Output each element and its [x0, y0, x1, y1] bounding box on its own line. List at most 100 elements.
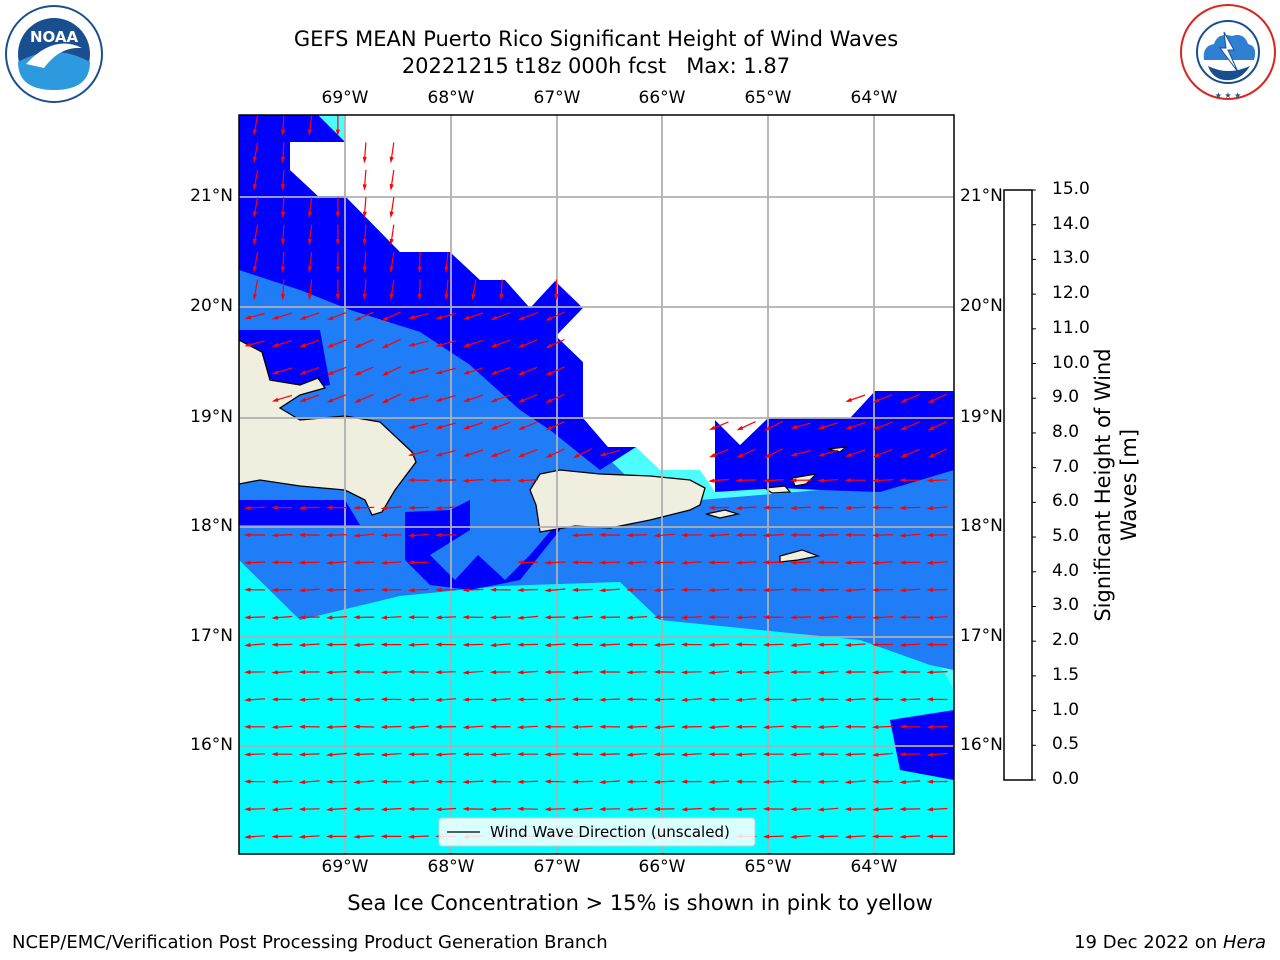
wind-wave-arrowhead [353, 669, 360, 674]
wind-wave-arrowhead [762, 697, 770, 702]
wind-wave-arrowhead [626, 779, 633, 784]
lon-label-bottom: 66°W [638, 857, 686, 877]
wind-wave-arrowhead [299, 370, 306, 375]
chart-subtitle: 20221215 t18z 000h fcst Max: 1.87 [401, 54, 791, 78]
wind-wave-arrowhead [871, 807, 879, 812]
wind-wave-arrowhead [389, 156, 394, 164]
wind-wave-arrowhead [353, 533, 360, 538]
wind-wave-arrowhead [499, 293, 504, 301]
wind-wave-arrowhead [271, 342, 279, 347]
wind-wave-arrowhead [762, 588, 770, 593]
wind-wave-arrowhead [489, 643, 497, 648]
wind-wave-arrowhead [490, 452, 498, 457]
wind-wave-arrowhead [253, 156, 258, 164]
wind-wave-arrowhead [271, 779, 278, 784]
colorbar-tick-label: 2.0 [1052, 630, 1080, 651]
wind-wave-arrowhead [381, 343, 389, 349]
noaa-logo-text: NOAA [30, 28, 79, 46]
wind-wave-arrowhead [489, 670, 497, 675]
wind-wave-arrowhead [517, 398, 525, 403]
wind-wave-arrowhead [708, 806, 715, 812]
wind-wave-arrowhead [735, 560, 742, 565]
wind-wave-arrowhead [380, 533, 387, 538]
wind-wave-arrowhead [653, 779, 661, 784]
wind-wave-arrowhead [380, 642, 387, 647]
wind-wave-arrowhead [407, 725, 415, 730]
wind-wave-arrowhead [872, 452, 880, 458]
wind-wave-arrowhead [462, 670, 469, 675]
wind-wave-arrowhead [325, 615, 333, 620]
wind-wave-arrowhead [762, 478, 770, 483]
wind-wave-arrowhead [244, 643, 251, 648]
wind-wave-arrowhead [362, 211, 367, 219]
map-legend: Wind Wave Direction (unscaled) [438, 817, 756, 847]
wind-wave-arrowhead [280, 211, 286, 219]
wind-wave-arrowhead [872, 398, 880, 403]
wind-wave-arrowhead [353, 724, 360, 729]
wind-wave-arrowhead [545, 343, 553, 349]
wind-wave-arrowhead [735, 752, 742, 757]
wind-wave-arrowhead [790, 478, 797, 483]
wind-wave-arrowhead [599, 452, 606, 457]
wind-wave-arrowhead [307, 238, 312, 246]
wind-wave-arrowhead [407, 588, 415, 593]
wind-wave-arrowhead [380, 670, 387, 675]
wind-wave-arrowhead [708, 533, 715, 538]
wind-wave-arrowhead [845, 452, 852, 457]
wind-wave-arrowhead [680, 642, 688, 647]
wind-wave-arrowhead [407, 807, 415, 812]
wind-wave-arrowhead [653, 725, 661, 730]
wind-wave-arrowhead [900, 453, 907, 458]
wind-wave-arrowhead [335, 211, 340, 219]
wind-wave-arrowhead [517, 615, 524, 620]
wind-wave-arrowhead [571, 587, 579, 592]
wind-wave-arrowhead [544, 752, 551, 757]
wind-wave-arrowhead [298, 560, 306, 565]
wind-wave-arrowhead [325, 505, 333, 510]
chart-title: GEFS MEAN Puerto Rico Significant Height… [293, 27, 899, 51]
wind-wave-arrowhead [926, 834, 933, 839]
wind-wave-arrowhead [298, 532, 305, 537]
land-virgin-islands [763, 473, 818, 494]
wind-wave-arrowhead [326, 343, 334, 348]
wind-wave-arrowhead [353, 588, 360, 593]
wind-wave-arrowhead [335, 266, 340, 273]
wind-wave-arrowhead [926, 587, 933, 592]
wind-wave-arrowhead [325, 752, 333, 757]
lat-label-left: 16°N [190, 735, 233, 755]
wind-wave-arrowhead [408, 342, 415, 347]
wind-wave-arrowhead [871, 615, 879, 620]
wind-wave-arrowhead [762, 779, 770, 784]
wind-wave-arrowhead [362, 156, 367, 164]
wind-wave-arrowhead [899, 724, 906, 729]
wind-wave-arrowhead [790, 424, 798, 429]
wind-wave-arrowhead [571, 560, 579, 565]
lat-label-right: 21°N [960, 186, 1003, 206]
wind-wave-arrowhead [927, 453, 935, 458]
wind-wave-arrowhead [353, 560, 360, 565]
wind-wave-arrowhead [626, 724, 633, 730]
wind-wave-arrowhead [817, 670, 824, 675]
wind-wave-arrowhead [244, 834, 251, 839]
wind-wave-arrowhead [926, 533, 933, 538]
wind-wave-arrowhead [545, 453, 553, 458]
wind-wave-arrowhead [463, 315, 470, 320]
wind-wave-arrowhead [899, 697, 906, 702]
wind-wave-arrowhead [380, 697, 387, 702]
wind-wave-arrowhead [325, 697, 333, 702]
wind-wave-arrowhead [844, 642, 852, 647]
wind-wave-arrowhead [764, 426, 771, 431]
wind-wave-arrowhead [626, 807, 633, 812]
wind-wave-arrowhead [708, 725, 715, 730]
nws-logo: ★ ★ ★ [1178, 2, 1278, 102]
wind-wave-arrowhead [407, 752, 415, 757]
wind-wave-arrowhead [571, 752, 579, 757]
wind-wave-arrowhead [598, 724, 606, 729]
wind-wave-arrowhead [926, 506, 934, 511]
wind-wave-arrowhead [271, 697, 278, 702]
wind-wave-arrowhead [762, 560, 770, 565]
lat-label-left: 20°N [190, 296, 233, 316]
wind-wave-arrowhead [435, 397, 443, 402]
wind-wave-arrowhead [844, 588, 852, 593]
wind-wave-arrowhead [280, 293, 286, 301]
